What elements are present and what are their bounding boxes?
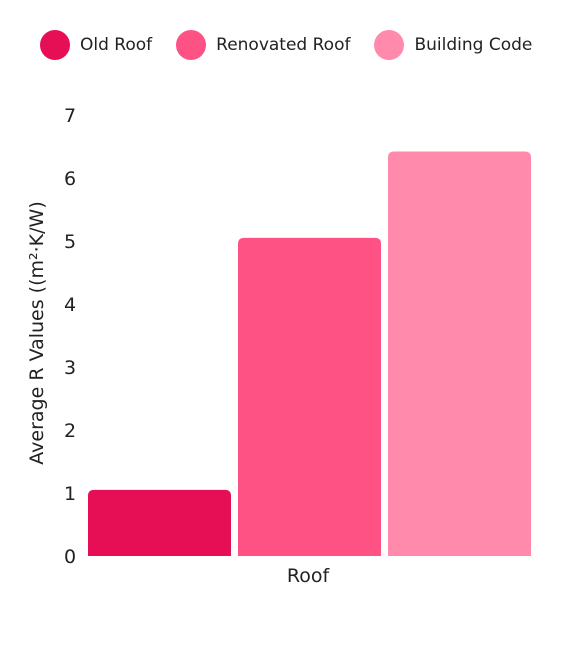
bar — [388, 151, 531, 557]
legend-swatch — [176, 30, 207, 60]
legend-swatch — [40, 30, 70, 60]
legend-item: Renovated Roof — [176, 30, 350, 60]
y-tick-label: 1 — [64, 483, 76, 505]
legend-label: Old Roof — [80, 35, 153, 55]
y-tick-label: 7 — [64, 105, 76, 127]
chart-legend: Old Roof Renovated Roof Building Code — [40, 28, 573, 62]
legend-label: Renovated Roof — [216, 35, 351, 55]
y-tick-label: 0 — [64, 546, 76, 568]
y-tick-label: 3 — [64, 357, 76, 379]
y-axis-title: Average R Values ((m²·K/W) — [26, 201, 48, 464]
x-tick-label: Roof — [287, 565, 331, 587]
y-tick-label: 2 — [64, 420, 76, 442]
y-tick-label: 6 — [64, 168, 76, 190]
legend-swatch — [374, 30, 405, 60]
bars — [88, 151, 531, 557]
legend-label: Building Code — [414, 35, 533, 55]
legend-item: Old Roof — [40, 30, 152, 60]
y-axis-ticks: 0 1 2 3 4 5 6 7 — [64, 105, 76, 568]
y-tick-label: 5 — [64, 231, 76, 253]
bar — [88, 489, 231, 556]
y-tick-label: 4 — [64, 294, 76, 316]
bar — [238, 237, 381, 556]
legend-item: Building Code — [374, 30, 532, 60]
